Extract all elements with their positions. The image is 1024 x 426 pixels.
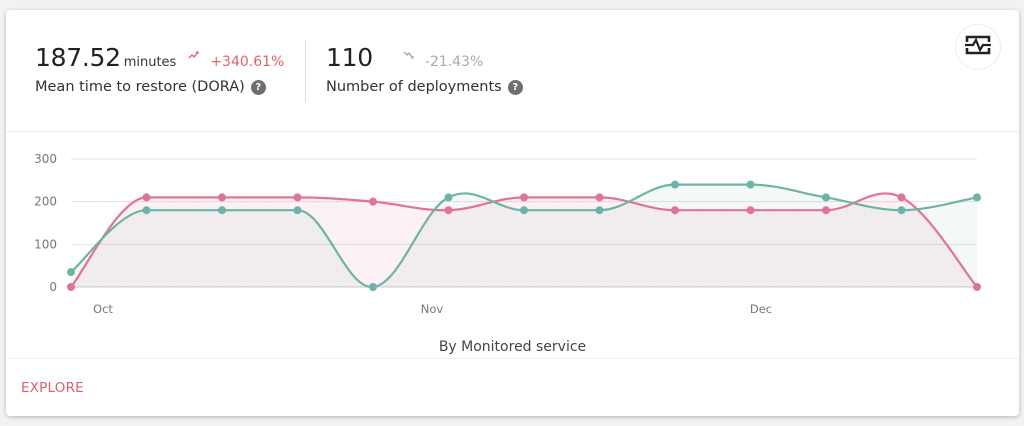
metric-deployments: 110 -21.43% Number of deployments ? xyxy=(326,43,523,95)
svg-text:Nov: Nov xyxy=(421,302,444,316)
metric-unit: minutes xyxy=(123,55,177,70)
metric-value: 187.52 xyxy=(35,43,121,72)
svg-text:200: 200 xyxy=(34,195,57,209)
metric-change: +340.61% xyxy=(210,54,285,70)
metric-divider xyxy=(305,40,306,102)
svg-text:Dec: Dec xyxy=(750,302,772,316)
footer-divider xyxy=(6,358,1019,359)
chart-canvas: 0 100 200 300 Oct Nov Dec xyxy=(34,152,981,316)
svg-text:300: 300 xyxy=(34,152,57,166)
activity-chart-icon xyxy=(963,33,993,61)
trending-up-icon xyxy=(188,50,202,63)
help-icon[interactable]: ? xyxy=(250,79,266,95)
metric-value: 110 xyxy=(326,43,373,72)
svg-text:100: 100 xyxy=(34,237,57,251)
svg-text:Oct: Oct xyxy=(93,302,113,316)
metric-change: -21.43% xyxy=(424,54,484,70)
chart-view-toggle-button[interactable] xyxy=(955,24,1001,70)
trending-down-icon xyxy=(403,50,417,63)
svg-text:0: 0 xyxy=(49,280,57,294)
metrics-header: 187.52 minutes +340.61% Mean time to res… xyxy=(6,10,1019,132)
metric-mttr: 187.52 minutes +340.61% Mean time to res… xyxy=(35,43,284,95)
metric-label: Number of deployments xyxy=(326,79,502,95)
help-icon[interactable]: ? xyxy=(507,79,523,95)
chart-subtitle: By Monitored service xyxy=(438,339,587,355)
dora-metrics-card: 187.52 minutes +340.61% Mean time to res… xyxy=(6,10,1019,416)
line-chart: 0 100 200 300 Oct Nov Dec xyxy=(6,133,1019,363)
explore-link[interactable]: EXPLORE xyxy=(21,380,84,396)
metric-label: Mean time to restore (DORA) xyxy=(35,79,245,95)
